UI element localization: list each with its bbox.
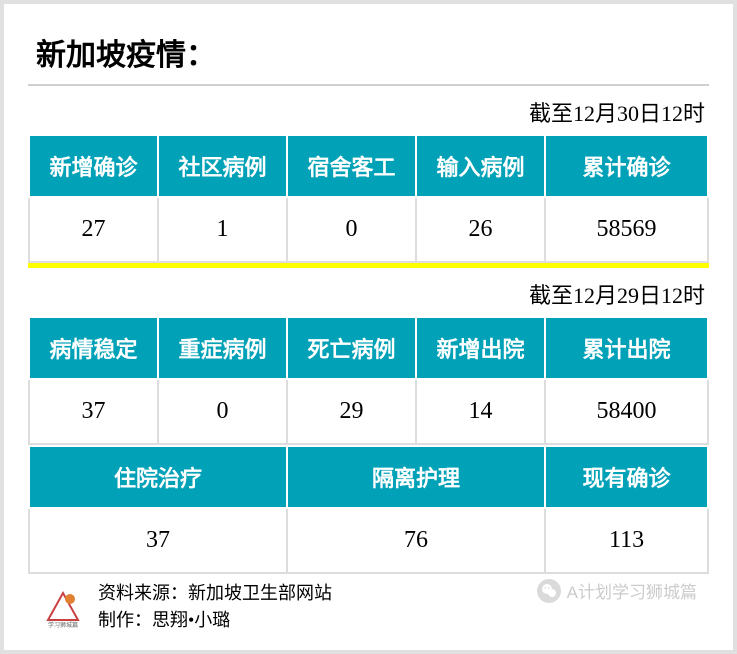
table-data-row: 37 76 113: [29, 508, 708, 573]
table-data-row: 27 1 0 26 58569: [29, 197, 708, 262]
cell-value: 27: [29, 197, 158, 262]
col-header: 宿舍客工: [287, 135, 416, 197]
source-line: 资料来源：新加坡卫生部网站: [98, 580, 332, 607]
cell-value: 37: [29, 379, 158, 444]
col-header: 住院治疗: [29, 446, 287, 508]
table-section-3: 住院治疗 隔离护理 现有确诊 37 76 113: [28, 445, 709, 574]
col-header: 死亡病例: [287, 317, 416, 379]
cell-value: 37: [29, 508, 287, 573]
cell-value: 76: [287, 508, 545, 573]
col-header: 病情稳定: [29, 317, 158, 379]
cell-value: 1: [158, 197, 287, 262]
table-header-row: 新增确诊 社区病例 宿舍客工 输入病例 累计确诊: [29, 135, 708, 197]
table-header-row: 住院治疗 隔离护理 现有确诊: [29, 446, 708, 508]
cell-value: 58400: [545, 379, 708, 444]
cell-value: 29: [287, 379, 416, 444]
cell-value: 113: [545, 508, 708, 573]
table-header-row: 病情稳定 重症病例 死亡病例 新增出院 累计出院: [29, 317, 708, 379]
col-header: 累计确诊: [545, 135, 708, 197]
cell-value: 0: [158, 379, 287, 444]
col-header: 新增出院: [416, 317, 545, 379]
col-header: 累计出院: [545, 317, 708, 379]
footer-text-block: 资料来源：新加坡卫生部网站 制作：思翔•小璐: [98, 580, 332, 634]
col-header: 现有确诊: [545, 446, 708, 508]
outer-frame: 新加坡疫情： 截至12月30日12时 新增确诊 社区病例 宿舍客工 输入病例 累…: [0, 0, 737, 654]
col-header: 新增确诊: [29, 135, 158, 197]
footer-logo-icon: 学习狮城篇: [38, 585, 88, 629]
col-header: 重症病例: [158, 317, 287, 379]
watermark-text: A计划学习狮城篇: [567, 578, 697, 603]
watermark: A计划学习狮城篇: [537, 578, 697, 603]
content-container: 新加坡疫情： 截至12月30日12时 新增确诊 社区病例 宿舍客工 输入病例 累…: [14, 14, 723, 640]
table-data-row: 37 0 29 14 58400: [29, 379, 708, 444]
cell-value: 14: [416, 379, 545, 444]
table-section-1: 新增确诊 社区病例 宿舍客工 输入病例 累计确诊 27 1 0 26 58569: [28, 134, 709, 263]
cell-value: 0: [287, 197, 416, 262]
table-section-2: 病情稳定 重症病例 死亡病例 新增出院 累计出院 37 0 29 14 5840…: [28, 316, 709, 445]
timestamp-1: 截至12月30日12时: [28, 86, 709, 134]
logo-subtext: 学习狮城篇: [48, 621, 78, 629]
timestamp-2: 截至12月29日12时: [28, 268, 709, 316]
page-title: 新加坡疫情：: [28, 22, 709, 84]
maker-line: 制作：思翔•小璐: [98, 607, 332, 634]
wechat-icon: [537, 579, 561, 603]
cell-value: 58569: [545, 197, 708, 262]
col-header: 隔离护理: [287, 446, 545, 508]
cell-value: 26: [416, 197, 545, 262]
col-header: 社区病例: [158, 135, 287, 197]
col-header: 输入病例: [416, 135, 545, 197]
